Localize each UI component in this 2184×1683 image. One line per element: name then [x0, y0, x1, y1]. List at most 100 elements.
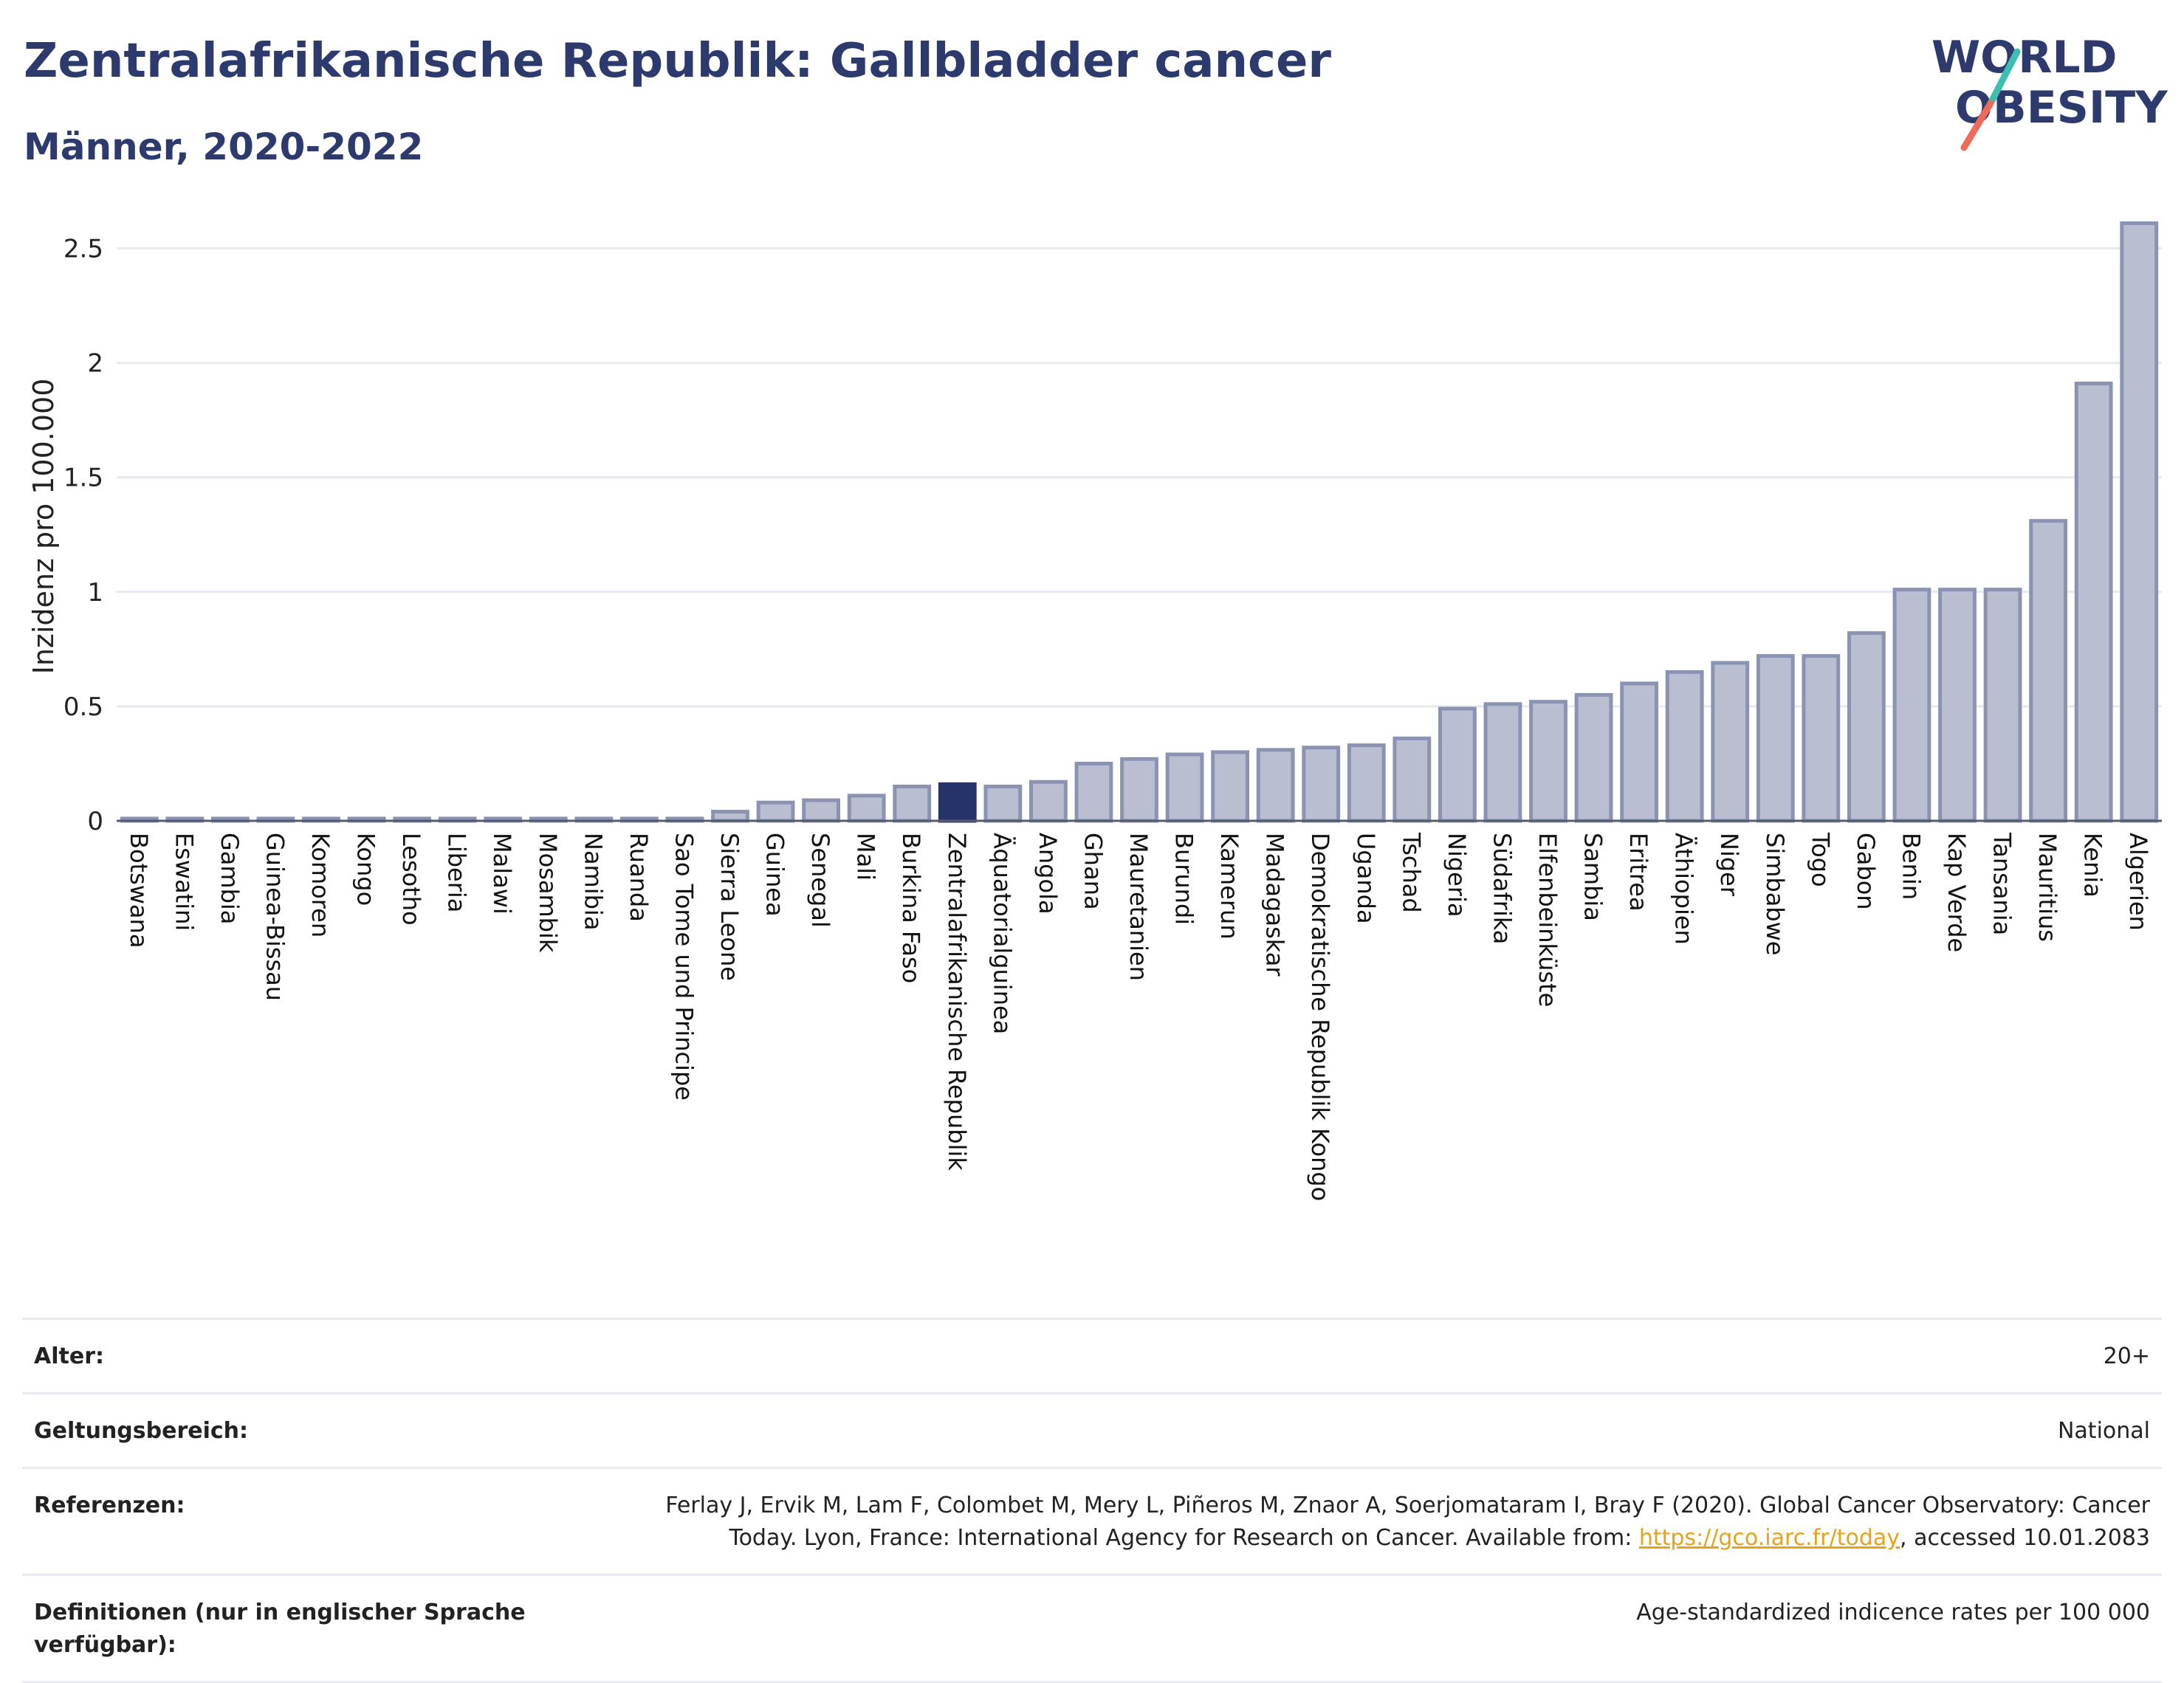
- meta-scope-label: Geltungsbereich:: [34, 1418, 249, 1444]
- bar-togo[interactable]: [1802, 654, 1841, 823]
- bar-sierra-leone[interactable]: [711, 810, 749, 823]
- x-tick-label: Tschad: [1397, 832, 1425, 913]
- meta-row-scope: Geltungsbereich: National: [22, 1392, 2162, 1467]
- meta-age-value: 20+: [2103, 1343, 2150, 1369]
- x-tick-label: Namibia: [579, 833, 607, 930]
- x-tick-label: Gabon: [1852, 833, 1880, 910]
- x-tick-label: Burkina Faso: [897, 833, 925, 983]
- x-tick-label: Malawi: [488, 833, 516, 915]
- bar-zentralafrikanische-republik[interactable]: [938, 782, 977, 823]
- x-tick-label: Mauretanien: [1124, 833, 1153, 981]
- x-tick-label: Benin: [1897, 833, 1925, 900]
- bar-burkina-faso[interactable]: [893, 784, 932, 823]
- bar-kap-verde[interactable]: [1938, 588, 1977, 823]
- bar-kenia[interactable]: [2074, 382, 2113, 823]
- metadata-table: Alter: 20+ Geltungsbereich: National Ref…: [22, 1318, 2162, 1683]
- x-tick-label: Liberia: [443, 833, 471, 912]
- bar-elfenbeinküste[interactable]: [1529, 700, 1567, 823]
- x-tick-label: Uganda: [1352, 833, 1380, 924]
- x-tick-label: Sambia: [1579, 833, 1607, 921]
- bar-madagaskar[interactable]: [1256, 748, 1295, 823]
- y-tick-label: 2.5: [63, 235, 103, 264]
- meta-ref-value: Ferlay J, Ervik M, Lam F, Colombet M, Me…: [600, 1490, 2150, 1555]
- meta-def-value: Age-standardized indicence rates per 100…: [1636, 1600, 2150, 1625]
- bar-mali[interactable]: [847, 794, 886, 823]
- y-tick-label: 1: [87, 578, 103, 608]
- x-tick-label: Togo: [1806, 832, 1834, 887]
- bar-ghana[interactable]: [1074, 761, 1113, 823]
- bar-äquatorialguinea[interactable]: [983, 784, 1023, 823]
- x-tick-label: Tansania: [1988, 832, 2016, 935]
- bar-mauretanien[interactable]: [1120, 757, 1158, 823]
- x-tick-label: Mauritius: [2033, 833, 2061, 942]
- x-tick-label: Kap Verde: [1943, 833, 1971, 952]
- x-tick-label: Madagaskar: [1261, 833, 1289, 977]
- x-tick-label: Kenia: [2079, 833, 2107, 898]
- bar-eritrea[interactable]: [1620, 681, 1659, 823]
- chart-subtitle: Männer, 2020-2022: [24, 125, 424, 168]
- meta-def-label: Definitionen (nur in englischer Sprache …: [34, 1600, 526, 1658]
- bar-kamerun[interactable]: [1211, 750, 1250, 823]
- bar-burundi[interactable]: [1165, 752, 1204, 823]
- x-tick-label: Südafrika: [1488, 833, 1516, 944]
- meta-scope-value: National: [2057, 1418, 2150, 1444]
- bar-äthiopien[interactable]: [1665, 670, 1704, 823]
- x-tick-label: Eswatini: [170, 833, 198, 931]
- bar-niger[interactable]: [1711, 661, 1750, 823]
- meta-row-definitions: Definitionen (nur in englischer Sprache …: [22, 1574, 2162, 1683]
- bar-gabon[interactable]: [1847, 631, 1886, 823]
- meta-row-references: Referenzen: Ferlay J, Ervik M, Lam F, Co…: [22, 1467, 2162, 1574]
- x-tick-label: Äquatorialguinea: [988, 833, 1016, 1034]
- bar-chart: 0 0.5 1 1.5 2 2.5 Botswana Eswatini Gambia Guinea…: [27, 221, 2162, 1201]
- bar-tansania[interactable]: [1983, 588, 2022, 823]
- bar-demokratische-republik-kongo[interactable]: [1302, 746, 1341, 823]
- y-tick-label: 2: [87, 349, 103, 379]
- x-tick-label: Komoren: [306, 833, 334, 937]
- meta-row-age: Alter: 20+: [22, 1318, 2162, 1392]
- bar-südafrika[interactable]: [1483, 702, 1522, 823]
- x-tick-label: Zentralafrikanische Republik: [943, 833, 971, 1171]
- x-tick-label: Lesotho: [397, 833, 425, 926]
- world-obesity-logo: WORLD OBESITY: [1931, 32, 2168, 151]
- x-tick-label: Äthiopien: [1670, 833, 1698, 945]
- x-tick-label: Algerien: [2124, 833, 2152, 931]
- x-tick-label: Niger: [1715, 833, 1743, 897]
- bar-uganda[interactable]: [1347, 743, 1386, 823]
- ref-text-2: , accessed 10.01.2083: [1900, 1525, 2150, 1551]
- bar-simbabwe[interactable]: [1756, 654, 1795, 823]
- logo-line1: WORLD: [1931, 32, 2117, 83]
- x-tick-label: Burundi: [1170, 833, 1198, 925]
- bar-sambia[interactable]: [1574, 692, 1613, 823]
- meta-age-label: Alter:: [34, 1343, 104, 1369]
- x-tick-label: Simbabwe: [1761, 833, 1789, 955]
- bar-guinea[interactable]: [756, 800, 795, 823]
- x-tick-label: Elfenbeinküste: [1534, 833, 1562, 1007]
- x-tick-label: Guinea: [761, 833, 789, 917]
- ref-link[interactable]: https://gco.iarc.fr/today: [1638, 1525, 1900, 1551]
- chart-title: Zentralafrikanische Republik: Gallbladde…: [24, 34, 1331, 89]
- bar-tschad[interactable]: [1393, 736, 1432, 823]
- x-tick-label: Demokratische Republik Kongo: [1306, 833, 1334, 1201]
- y-tick-label: 0: [87, 807, 103, 836]
- ref-text-1: Ferlay J, Ervik M, Lam F, Colombet M, Me…: [665, 1493, 2150, 1551]
- y-axis-label: Inzidenz pro 100.000: [27, 379, 60, 675]
- bar-nigeria[interactable]: [1438, 706, 1477, 823]
- bar-algerien[interactable]: [2120, 221, 2159, 823]
- bar-benin[interactable]: [1892, 588, 1931, 823]
- bar-senegal[interactable]: [802, 798, 841, 823]
- x-tick-label: Kongo: [352, 833, 380, 906]
- x-tick-label: Senegal: [806, 833, 834, 928]
- x-tick-label: Kamerun: [1215, 833, 1243, 940]
- bar-angola[interactable]: [1029, 779, 1068, 823]
- bar-mauritius[interactable]: [2029, 519, 2068, 823]
- x-tick-label: Gambia: [216, 833, 244, 924]
- x-tick-label: Nigeria: [1443, 833, 1471, 917]
- x-tick-label: Angola: [1034, 833, 1062, 915]
- x-tick-label: Sierra Leone: [715, 833, 744, 981]
- x-tick-label: Guinea-Bissau: [261, 833, 289, 1001]
- x-tick-label: Ruanda: [625, 833, 653, 922]
- y-tick-label: 1.5: [63, 464, 103, 493]
- x-tick-label: Sao Tome und Principe: [670, 833, 698, 1101]
- x-tick-label: Ghana: [1079, 833, 1107, 910]
- x-tick-label: Botswana: [125, 833, 153, 948]
